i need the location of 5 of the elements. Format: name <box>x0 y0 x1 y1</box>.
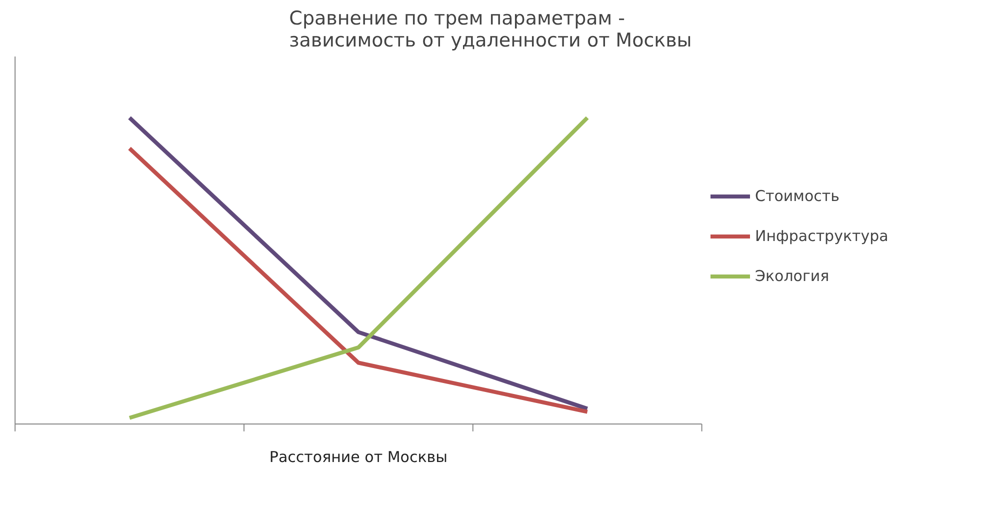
x-axis-title: Расстояние от Москвы <box>269 448 448 466</box>
legend-label: Инфраструктура <box>755 227 888 245</box>
chart-title: Сравнение по трем параметрам - зависимость от удаленности от Москвы <box>289 8 692 52</box>
legend-label: Экология <box>755 267 830 285</box>
legend-label: Стоимость <box>755 187 840 205</box>
